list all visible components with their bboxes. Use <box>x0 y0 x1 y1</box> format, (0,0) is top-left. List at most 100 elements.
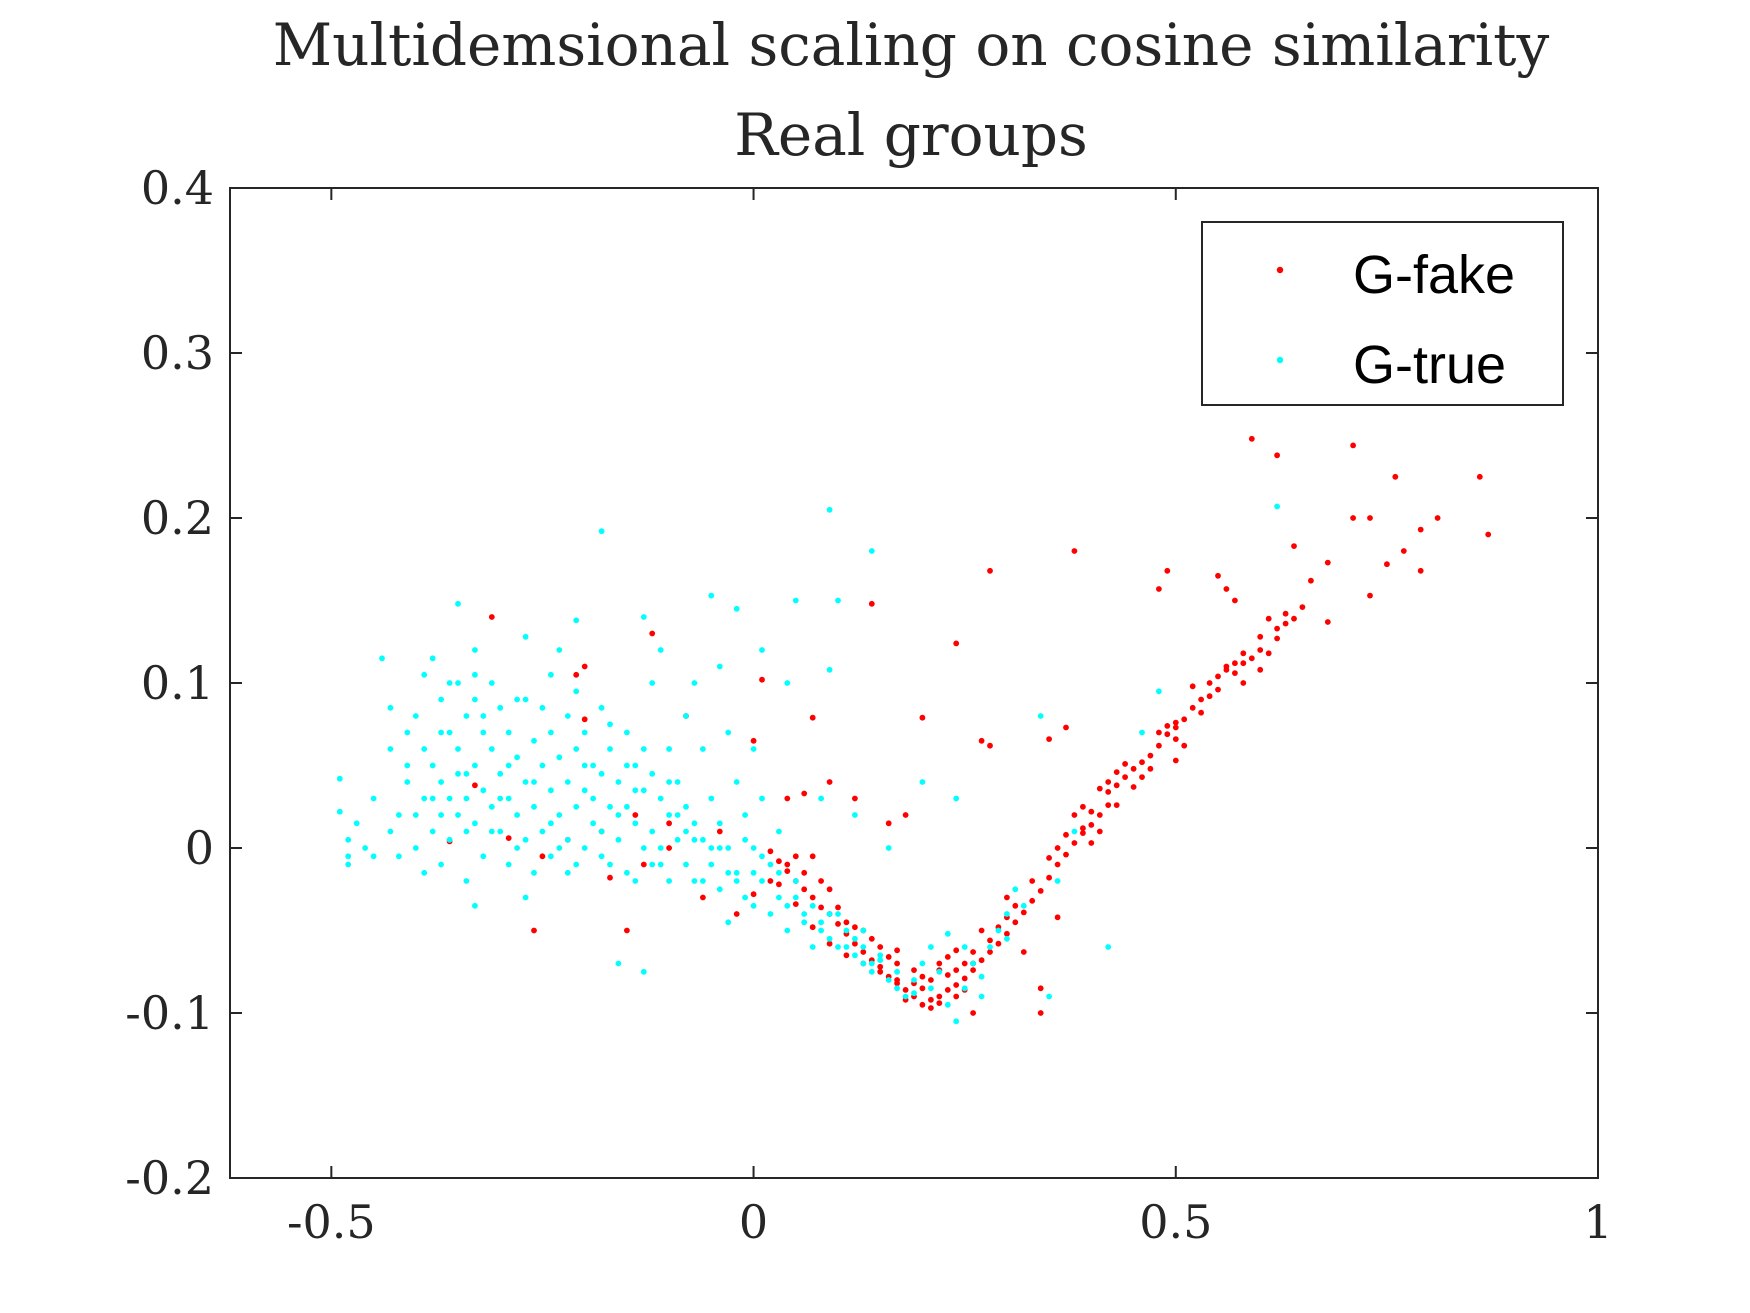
y-tick-label-5: 0.3 <box>141 326 214 380</box>
point-g-fake-59 <box>1122 774 1128 780</box>
point-g-true-194 <box>556 845 563 851</box>
point-g-fake-141 <box>944 972 951 978</box>
point-g-true-260 <box>438 729 444 736</box>
point-g-true-61 <box>539 828 546 835</box>
point-g-fake-77 <box>978 957 985 964</box>
point-g-fake-34 <box>1223 586 1230 592</box>
point-g-fake-50 <box>1189 704 1196 711</box>
point-g-true-34 <box>463 878 470 884</box>
point-g-true-79 <box>590 762 596 769</box>
point-g-fake-190 <box>894 960 900 967</box>
point-g-true-193 <box>539 704 546 711</box>
point-g-fake-178 <box>1071 812 1078 818</box>
point-g-fake-213 <box>894 977 900 983</box>
point-g-true-113 <box>691 680 698 686</box>
point-g-fake-148 <box>826 886 833 893</box>
point-g-true-225 <box>387 746 394 752</box>
point-g-fake-98 <box>801 886 808 893</box>
point-g-true-59 <box>531 869 537 876</box>
point-g-true-112 <box>683 861 689 868</box>
point-g-true-235 <box>548 820 554 827</box>
point-g-fake-179 <box>1029 878 1036 884</box>
x-tick-label-1: 0 <box>739 1195 768 1249</box>
point-g-fake-27 <box>1400 548 1407 554</box>
legend-box <box>1201 221 1564 406</box>
chart-title-line-1: Multidemsional scaling on cosine similar… <box>273 11 1550 79</box>
point-g-fake-166 <box>1223 663 1230 670</box>
point-g-fake-168 <box>1240 660 1247 667</box>
point-g-true-214 <box>894 968 900 975</box>
point-g-true-168 <box>953 1018 960 1025</box>
point-g-true-241 <box>649 861 656 868</box>
point-g-true-56 <box>522 836 529 843</box>
point-g-true-104 <box>657 861 664 868</box>
point-g-true-221 <box>919 779 926 785</box>
point-g-true-248 <box>767 861 774 868</box>
point-g-true-145 <box>818 795 824 802</box>
point-g-fake-24 <box>1417 526 1424 533</box>
point-g-fake-79 <box>961 975 968 982</box>
point-g-true-258 <box>784 680 791 686</box>
point-g-fake-157 <box>1046 855 1052 861</box>
y-tick-label-6: 0.4 <box>141 161 214 215</box>
point-g-true-47 <box>497 828 504 835</box>
point-g-true-254 <box>868 960 875 967</box>
point-g-true-119 <box>708 795 715 802</box>
point-g-true-222 <box>953 795 960 802</box>
point-g-true-102 <box>657 647 664 653</box>
point-g-true-187 <box>438 812 444 818</box>
point-g-true-257 <box>725 919 732 926</box>
point-g-fake-218 <box>953 967 960 973</box>
point-g-fake-51 <box>1181 716 1188 723</box>
point-g-fake-29 <box>1367 592 1373 599</box>
point-g-fake-62 <box>1105 802 1112 808</box>
point-g-true-216 <box>928 944 934 950</box>
point-g-fake-198 <box>784 861 791 868</box>
point-g-true-144 <box>809 944 816 950</box>
point-g-fake-11 <box>987 567 993 574</box>
point-g-fake-139 <box>936 960 943 967</box>
point-g-fake-89 <box>877 963 884 970</box>
point-g-true-196 <box>590 795 596 802</box>
point-g-fake-217 <box>944 954 951 960</box>
point-g-true-100 <box>649 770 656 777</box>
point-g-true-103 <box>657 795 664 802</box>
point-g-true-90 <box>624 729 630 736</box>
point-g-true-247 <box>750 869 757 876</box>
point-g-fake-186 <box>953 993 960 1000</box>
point-g-fake-113 <box>700 894 706 901</box>
point-g-true-172 <box>987 944 993 950</box>
point-g-fake-53 <box>1172 736 1179 742</box>
point-g-fake-184 <box>970 949 976 955</box>
point-g-true-179 <box>1054 878 1061 884</box>
point-g-true-219 <box>978 973 985 980</box>
point-g-true-155 <box>860 927 867 934</box>
point-g-true-133 <box>750 902 757 909</box>
point-g-true-5 <box>362 845 368 851</box>
point-g-fake-126 <box>801 790 808 797</box>
point-g-fake-10 <box>953 640 960 647</box>
y-tick-label-2: 0 <box>185 821 214 875</box>
point-g-fake-159 <box>1147 765 1154 772</box>
point-g-true-4 <box>353 820 360 827</box>
point-g-true-182 <box>1139 729 1145 736</box>
point-g-fake-61 <box>1105 789 1112 795</box>
point-g-true-157 <box>868 548 875 554</box>
point-g-fake-171 <box>1282 620 1289 627</box>
point-g-fake-121 <box>1063 724 1069 731</box>
point-g-true-42 <box>488 680 495 686</box>
point-g-fake-78 <box>970 967 976 973</box>
point-g-true-66 <box>556 647 563 653</box>
point-g-true-169 <box>961 985 968 992</box>
point-g-true-201 <box>674 812 681 818</box>
legend-label-g-fake: G-fake <box>1353 245 1515 305</box>
point-g-true-3 <box>345 861 352 868</box>
point-g-true-141 <box>792 597 799 604</box>
point-g-true-16 <box>421 746 428 752</box>
point-g-true-49 <box>505 795 512 802</box>
point-g-fake-33 <box>1215 572 1221 579</box>
x-tick-label-2: 0.5 <box>1139 1195 1212 1249</box>
point-g-true-127 <box>733 779 740 785</box>
point-g-fake-72 <box>1020 909 1027 916</box>
point-g-fake-150 <box>792 853 799 860</box>
